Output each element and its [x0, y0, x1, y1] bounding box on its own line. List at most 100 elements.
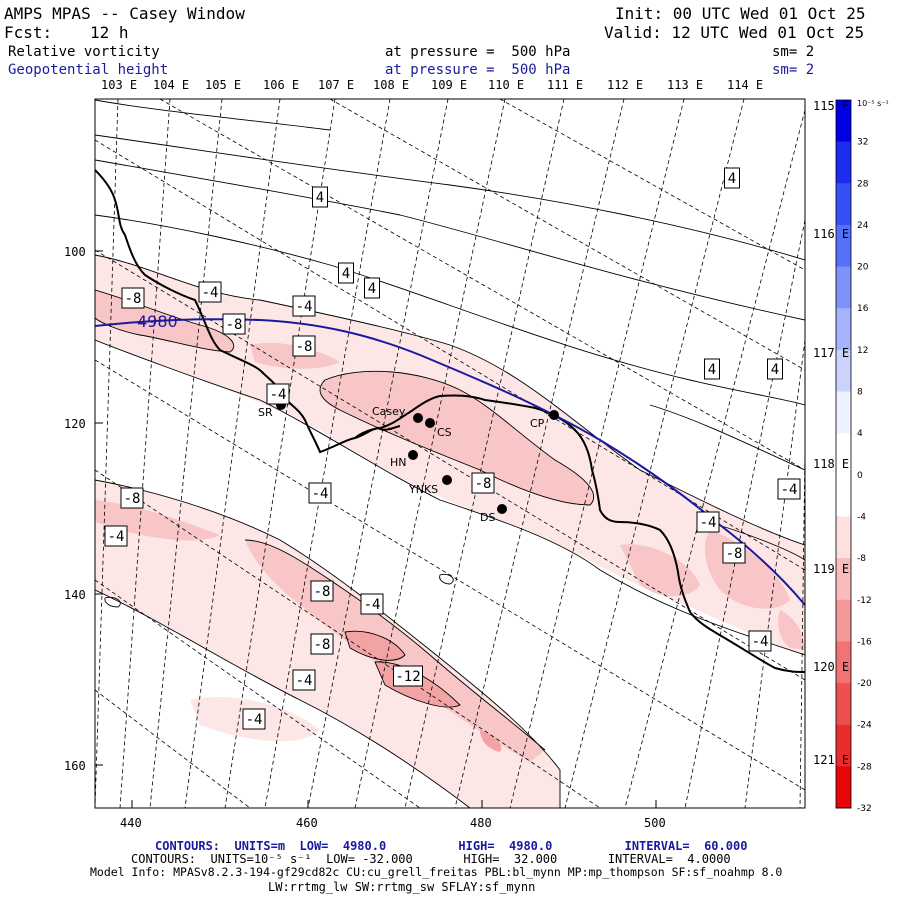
forecast-label: Fcst:: [4, 23, 53, 42]
coastline: [95, 169, 805, 673]
colorbar-tick-label: -24: [857, 721, 872, 731]
coastline-inlet: [354, 425, 401, 439]
station-dot-ds[interactable]: [497, 504, 507, 514]
map-title: AMPS MPAS -- Casey Window: [4, 4, 245, 23]
svg-text:-4: -4: [364, 597, 381, 613]
colorbar-tick-label: 8: [857, 388, 863, 398]
contour-label: -8: [120, 487, 144, 509]
station-dot-cp[interactable]: [549, 410, 559, 420]
colorbar: 32 28 24 20 16 12 8 4 0 -4 -8 -12 -16 -20 -24 -28 -32 10⁻…: [835, 99, 889, 814]
colorbar-swatch: [836, 641, 851, 684]
lon-label-top: 107 E: [318, 78, 355, 92]
lon-label-top: 104 E: [153, 78, 190, 92]
colorbar-swatch: [836, 558, 851, 601]
y-tick-label: 140: [64, 588, 86, 602]
contour-label: 4: [338, 262, 354, 284]
contour-label: -4: [360, 593, 384, 615]
colorbar-swatch: [836, 349, 851, 393]
colorbar-swatch: [836, 683, 851, 726]
contour-label: -4: [292, 295, 316, 317]
x-tick-label: 440: [120, 816, 142, 830]
footer-model-info: Model Info: MPASv8.2.3-194-gf29cd82c CU:…: [90, 865, 783, 879]
colorbar-swatch: [836, 391, 851, 434]
colorbar-swatch: [836, 724, 851, 767]
contour-label: -8: [310, 633, 334, 655]
colorbar-swatch: [836, 266, 851, 309]
svg-text:4: 4: [728, 171, 736, 187]
colorbar-frame: [835, 99, 852, 809]
contour-label: -8: [310, 580, 334, 602]
contour-label: -8: [121, 287, 145, 309]
station-dot-cs[interactable]: [425, 418, 435, 428]
valid-time: Valid: 12 UTC Wed 01 Oct 25: [604, 23, 865, 42]
contour-label: -8: [292, 335, 316, 357]
colorbar-tick-label: -32: [857, 804, 872, 814]
svg-text:4: 4: [316, 190, 324, 206]
svg-text:-8: -8: [296, 339, 313, 355]
contour-label: -4: [242, 708, 266, 730]
contour-label: 4: [312, 186, 328, 208]
field2-level: at pressure = 500 hPa: [385, 62, 571, 78]
colorbar-tick-label: 12: [857, 346, 868, 356]
axis-ticks: [95, 250, 657, 808]
svg-text:4: 4: [368, 281, 376, 297]
y-tick-label: 160: [64, 759, 86, 773]
station-dot-casey[interactable]: [413, 413, 423, 423]
lon-label-top: 105 E: [205, 78, 242, 92]
lon-label-right: 120 E: [813, 660, 850, 674]
x-tick-label: 500: [644, 816, 666, 830]
colorbar-tick-label: -16: [857, 637, 872, 647]
colorbar-swatch: [836, 100, 851, 143]
colorbar-tick-label: 4: [857, 429, 863, 439]
contour-label: -4: [266, 383, 290, 405]
lon-label-right: 116 E: [813, 227, 850, 241]
forecast-hour: 12 h: [90, 23, 129, 42]
footer-model-info-2: LW:rrtmg_lw SW:rrtmg_sw SFLAY:sf_mynn: [268, 880, 536, 894]
svg-text:-4: -4: [296, 673, 313, 689]
colorbar-tick-label: -28: [857, 762, 872, 772]
lon-label-top: 110 E: [488, 78, 525, 92]
lon-label-top: 111 E: [547, 78, 584, 92]
contour-labels: 4 4 4 4 4 4 -4 -4 -8 -8 -8 -4 -8 -8 -4 -4 -8 -4 -8 -4 -8 -12 -…: [104, 167, 801, 730]
lon-label-top: 113 E: [667, 78, 704, 92]
colorbar-tick-label: 20: [857, 263, 869, 273]
contour-label: -4: [748, 630, 772, 652]
lon-label-top: 114 E: [727, 78, 764, 92]
field1-level: at pressure = 500 hPa: [385, 44, 571, 60]
station-label-ds: DS: [480, 511, 495, 524]
colorbar-swatch: [836, 308, 851, 351]
lon-label-right: 117 E: [813, 346, 850, 360]
field2-smoothing: sm= 2: [772, 62, 815, 78]
init-time: Init: 00 UTC Wed 01 Oct 25: [615, 4, 866, 23]
svg-text:-4: -4: [202, 285, 219, 301]
station-label-ynks: YNKS: [408, 483, 438, 496]
colorbar-unit: 10⁻⁵ s⁻¹: [857, 99, 889, 108]
station-dot-hn[interactable]: [408, 450, 418, 460]
lon-label-top: 108 E: [373, 78, 410, 92]
svg-text:-4: -4: [296, 299, 313, 315]
svg-text:-8: -8: [125, 291, 142, 307]
y-tick-label: 120: [64, 417, 86, 431]
svg-text:-4: -4: [246, 712, 263, 728]
height-contour-label: 4980: [137, 312, 178, 331]
colorbar-swatch: [836, 141, 851, 184]
contour-label: -4: [777, 478, 801, 500]
y-tick-label: 100: [64, 245, 86, 259]
station-dot-ynks[interactable]: [442, 475, 452, 485]
lon-label-top: 103 E: [101, 78, 138, 92]
contour-label: -4: [198, 281, 222, 303]
colorbar-swatch: [836, 516, 851, 559]
svg-text:-4: -4: [700, 515, 717, 531]
footer-vorticity-contours: CONTOURS: UNITS=10⁻⁵ s⁻¹ LOW= -32.000 HI…: [131, 852, 731, 866]
lon-label-right: 121 E: [813, 753, 850, 767]
station-label-cs: CS: [437, 426, 452, 439]
contour-label: -4: [308, 482, 332, 504]
svg-text:-8: -8: [124, 491, 141, 507]
x-tick-label: 480: [470, 816, 492, 830]
station-label-sr: SR: [258, 406, 273, 419]
svg-text:-8: -8: [475, 476, 492, 492]
svg-text:-8: -8: [314, 637, 331, 653]
map-frame: [94, 98, 806, 809]
colorbar-swatch: [836, 599, 851, 642]
